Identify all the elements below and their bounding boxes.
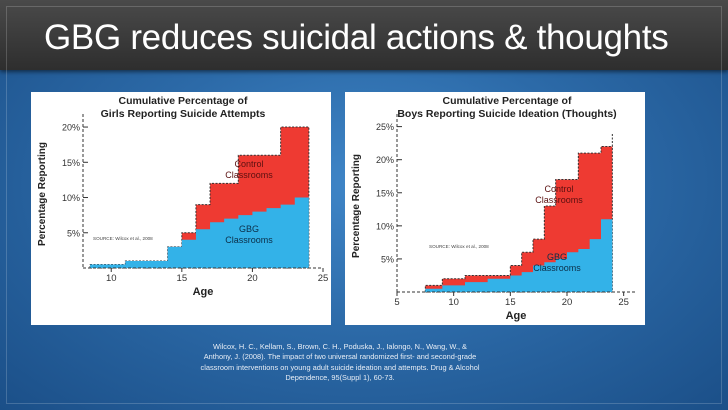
series-label: Control (234, 159, 263, 169)
y-tick-label: 20% (62, 123, 80, 133)
x-tick-label: 15 (505, 297, 516, 308)
y-tick-label: 10% (62, 193, 80, 203)
x-tick-label: 20 (562, 297, 573, 308)
y-tick-label: 10% (376, 221, 394, 231)
y-tick-label: 5% (381, 254, 394, 264)
series-label: Control (544, 184, 573, 194)
y-axis-label: Percentage Reporting (351, 154, 362, 258)
chart-title: Cumulative Percentage of (119, 95, 248, 107)
y-axis-label: Percentage Reporting (37, 142, 48, 246)
source-note: SOURCE: Wilcox et al., 2008 (429, 244, 489, 249)
y-tick-label: 20% (376, 155, 394, 165)
girls-attempts-chart-panel: Cumulative Percentage of Girls Reporting … (31, 92, 331, 325)
y-tick-label: 15% (376, 188, 394, 198)
x-tick-label: 25 (618, 297, 629, 308)
series-label: Classrooms (535, 195, 583, 205)
citation-line: Anthony, J. (2008). The impact of two un… (203, 352, 477, 362)
citation-line: Wilcox, H. C., Kellam, S., Brown, C. H.,… (213, 342, 467, 351)
source-note: SOURCE: Wilcox et al., 2008 (93, 236, 153, 241)
series-label: GBG (239, 224, 259, 234)
citation: Wilcox, H. C., Kellam, S., Brown, C. H.,… (180, 342, 500, 384)
x-tick-label: 10 (106, 273, 117, 284)
series-label: GBG (547, 252, 567, 262)
x-tick-label: 10 (448, 297, 459, 308)
x-tick-label: 25 (318, 273, 329, 284)
x-tick-label: 5 (394, 297, 399, 308)
slide-frame (6, 6, 722, 404)
x-tick-label: 20 (247, 273, 258, 284)
gbg-area (425, 219, 613, 292)
series-label: Classrooms (225, 170, 273, 180)
chart-subtitle: Boys Reporting Suicide Ideation (Thought… (397, 108, 616, 120)
x-axis-label: Age (193, 286, 214, 298)
y-tick-label: 5% (67, 228, 80, 238)
citation-line: Dependence, 95(Suppl 1), 60-73. (285, 373, 395, 383)
series-label: Classrooms (533, 263, 581, 273)
chart-subtitle: Girls Reporting Suicide Attempts (101, 108, 266, 120)
y-tick-label: 25% (376, 122, 394, 132)
y-tick-label: 15% (62, 158, 80, 168)
x-axis-label: Age (506, 310, 527, 322)
slide-title: GBG reduces suicidal actions & thoughts (44, 18, 669, 57)
gbg-area (90, 197, 309, 268)
chart-title: Cumulative Percentage of (443, 95, 572, 107)
citation-line: classroom interventions on young adult s… (200, 362, 480, 372)
series-label: Classrooms (225, 235, 273, 245)
title-bar (0, 0, 728, 70)
boys-ideation-chart-panel: Cumulative Percentage of Boys Reporting S… (345, 92, 645, 325)
control-area (424, 133, 613, 293)
x-tick-label: 15 (177, 273, 188, 284)
